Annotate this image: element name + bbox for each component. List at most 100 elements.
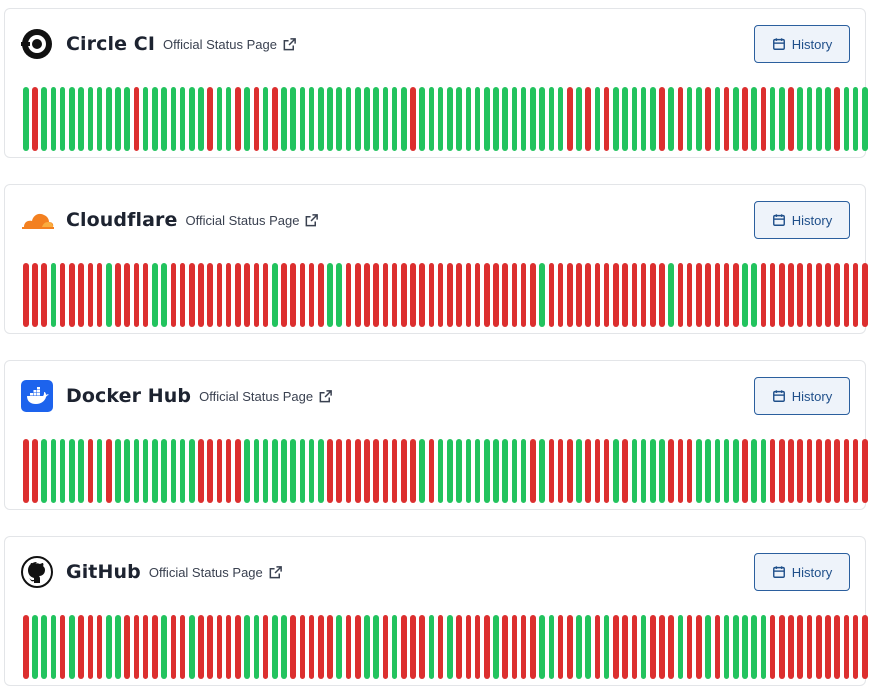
uptime-bar-up[interactable] <box>271 263 278 327</box>
uptime-bar-down[interactable] <box>511 263 518 327</box>
uptime-bar-up[interactable] <box>511 87 518 151</box>
uptime-bar-down[interactable] <box>32 87 38 151</box>
uptime-bar-down[interactable] <box>152 615 158 679</box>
uptime-bar-down[interactable] <box>318 263 324 327</box>
uptime-bar-down[interactable] <box>78 263 84 327</box>
uptime-bar-up[interactable] <box>382 87 389 151</box>
uptime-bar-up[interactable] <box>493 615 499 679</box>
uptime-bar-down[interactable] <box>779 263 785 327</box>
uptime-bar-down[interactable] <box>815 615 822 679</box>
uptime-bar-down[interactable] <box>327 439 333 503</box>
uptime-bar-down[interactable] <box>677 439 684 503</box>
uptime-bar-up[interactable] <box>613 439 619 503</box>
uptime-bar-down[interactable] <box>216 439 223 503</box>
uptime-bar-down[interactable] <box>686 615 693 679</box>
uptime-bar-down[interactable] <box>806 439 813 503</box>
uptime-bar-up[interactable] <box>447 439 453 503</box>
uptime-bar-up[interactable] <box>391 87 398 151</box>
uptime-bar-up[interactable] <box>668 87 674 151</box>
uptime-bar-down[interactable] <box>557 263 564 327</box>
uptime-bar-down[interactable] <box>594 615 601 679</box>
uptime-bar-up[interactable] <box>188 615 195 679</box>
uptime-bar-up[interactable] <box>308 439 315 503</box>
uptime-bar-down[interactable] <box>732 263 739 327</box>
uptime-bar-up[interactable] <box>262 87 269 151</box>
uptime-bar-down[interactable] <box>124 615 130 679</box>
uptime-bar-down[interactable] <box>133 263 140 327</box>
uptime-bar-down[interactable] <box>179 263 186 327</box>
uptime-bar-up[interactable] <box>520 87 527 151</box>
uptime-bar-down[interactable] <box>594 439 601 503</box>
uptime-bar-down[interactable] <box>668 439 674 503</box>
uptime-bar-down[interactable] <box>557 615 564 679</box>
uptime-bar-down[interactable] <box>603 439 610 503</box>
uptime-bar-up[interactable] <box>539 263 545 327</box>
uptime-bar-up[interactable] <box>769 87 776 151</box>
uptime-bar-down[interactable] <box>253 87 260 151</box>
uptime-bar-down[interactable] <box>696 615 702 679</box>
uptime-bar-down[interactable] <box>262 263 269 327</box>
uptime-bar-up[interactable] <box>161 615 167 679</box>
uptime-bar-down[interactable] <box>87 263 94 327</box>
uptime-bar-down[interactable] <box>769 439 776 503</box>
uptime-bar-up[interactable] <box>133 439 140 503</box>
uptime-bar-down[interactable] <box>797 439 804 503</box>
uptime-bar-up[interactable] <box>815 87 822 151</box>
uptime-bar-up[interactable] <box>188 87 195 151</box>
uptime-bar-up[interactable] <box>622 87 628 151</box>
uptime-bar-up[interactable] <box>705 439 711 503</box>
uptime-bar-down[interactable] <box>714 263 721 327</box>
uptime-bar-down[interactable] <box>105 439 112 503</box>
uptime-bar-down[interactable] <box>585 263 591 327</box>
uptime-bar-up[interactable] <box>760 439 767 503</box>
uptime-bar-down[interactable] <box>207 87 213 151</box>
uptime-bar-down[interactable] <box>631 615 638 679</box>
uptime-bar-down[interactable] <box>862 439 868 503</box>
official-status-page-link[interactable]: Official Status Page <box>186 213 320 228</box>
uptime-bar-down[interactable] <box>336 439 343 503</box>
uptime-bar-down[interactable] <box>437 615 444 679</box>
uptime-bar-down[interactable] <box>87 439 94 503</box>
uptime-bar-down[interactable] <box>69 263 75 327</box>
uptime-bar-up[interactable] <box>170 87 177 151</box>
uptime-bar-down[interactable] <box>354 439 361 503</box>
uptime-bar-down[interactable] <box>23 439 29 503</box>
uptime-bar-down[interactable] <box>235 87 241 151</box>
uptime-bar-up[interactable] <box>493 439 499 503</box>
uptime-bar-down[interactable] <box>843 263 850 327</box>
uptime-bar-down[interactable] <box>594 263 601 327</box>
uptime-bar-up[interactable] <box>23 87 29 151</box>
uptime-bar-down[interactable] <box>428 439 435 503</box>
uptime-bar-up[interactable] <box>327 263 333 327</box>
uptime-bar-up[interactable] <box>59 87 66 151</box>
uptime-bar-down[interactable] <box>585 439 591 503</box>
uptime-bar-down[interactable] <box>484 615 490 679</box>
uptime-bar-down[interactable] <box>170 263 177 327</box>
uptime-bar-up[interactable] <box>696 439 702 503</box>
uptime-bar-down[interactable] <box>410 87 416 151</box>
history-button[interactable]: History <box>754 25 850 63</box>
uptime-bar-up[interactable] <box>474 439 481 503</box>
uptime-bar-up[interactable] <box>373 615 379 679</box>
uptime-bar-up[interactable] <box>576 87 582 151</box>
uptime-bar-down[interactable] <box>797 615 804 679</box>
uptime-bar-down[interactable] <box>631 263 638 327</box>
uptime-bar-up[interactable] <box>428 615 435 679</box>
uptime-bar-down[interactable] <box>244 263 250 327</box>
uptime-bar-up[interactable] <box>308 87 315 151</box>
uptime-bar-up[interactable] <box>253 615 260 679</box>
uptime-bar-up[interactable] <box>244 615 250 679</box>
uptime-bar-up[interactable] <box>142 439 149 503</box>
uptime-bar-up[interactable] <box>465 87 472 151</box>
uptime-bar-up[interactable] <box>751 87 757 151</box>
uptime-bar-down[interactable] <box>41 263 48 327</box>
uptime-bar-down[interactable] <box>32 263 38 327</box>
uptime-bar-up[interactable] <box>318 87 324 151</box>
uptime-bar-up[interactable] <box>78 87 84 151</box>
uptime-bar-up[interactable] <box>41 615 48 679</box>
official-status-page-link[interactable]: Official Status Page <box>163 37 297 52</box>
uptime-bar-up[interactable] <box>447 615 453 679</box>
uptime-bar-up[interactable] <box>281 87 287 151</box>
uptime-bar-up[interactable] <box>714 87 721 151</box>
uptime-bar-up[interactable] <box>336 615 343 679</box>
